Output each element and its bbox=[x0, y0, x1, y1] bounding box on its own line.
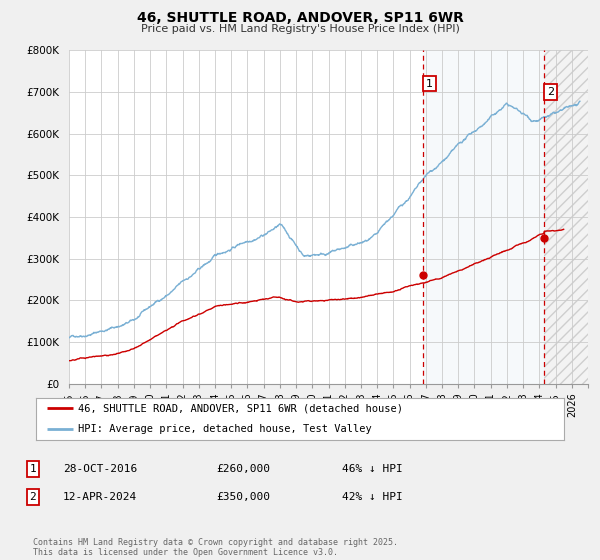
Text: 2: 2 bbox=[29, 492, 37, 502]
Text: 46, SHUTTLE ROAD, ANDOVER, SP11 6WR (detached house): 46, SHUTTLE ROAD, ANDOVER, SP11 6WR (det… bbox=[78, 403, 403, 413]
Text: 46% ↓ HPI: 46% ↓ HPI bbox=[342, 464, 403, 474]
Text: 1: 1 bbox=[426, 79, 433, 88]
Text: £350,000: £350,000 bbox=[216, 492, 270, 502]
Text: 1: 1 bbox=[29, 464, 37, 474]
Text: Contains HM Land Registry data © Crown copyright and database right 2025.
This d: Contains HM Land Registry data © Crown c… bbox=[33, 538, 398, 557]
Text: 28-OCT-2016: 28-OCT-2016 bbox=[63, 464, 137, 474]
Text: 2: 2 bbox=[547, 87, 554, 97]
Bar bbox=[544, 50, 588, 384]
Text: 46, SHUTTLE ROAD, ANDOVER, SP11 6WR: 46, SHUTTLE ROAD, ANDOVER, SP11 6WR bbox=[137, 11, 463, 25]
Text: HPI: Average price, detached house, Test Valley: HPI: Average price, detached house, Test… bbox=[78, 424, 372, 434]
Text: 42% ↓ HPI: 42% ↓ HPI bbox=[342, 492, 403, 502]
Text: 12-APR-2024: 12-APR-2024 bbox=[63, 492, 137, 502]
Text: £260,000: £260,000 bbox=[216, 464, 270, 474]
Bar bbox=[423, 50, 544, 384]
Text: Price paid vs. HM Land Registry's House Price Index (HPI): Price paid vs. HM Land Registry's House … bbox=[140, 24, 460, 34]
